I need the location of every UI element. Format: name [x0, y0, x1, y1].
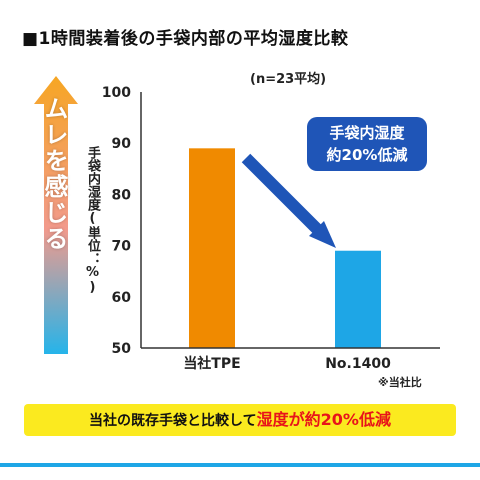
humidity-arrow-icon	[34, 76, 78, 354]
category-label: No.1400	[325, 356, 391, 372]
y-tick-label: 50	[112, 341, 132, 357]
reduction-callout: 手袋内湿度 約20%低減	[307, 117, 427, 171]
reduction-arrow-icon	[241, 153, 336, 248]
banner-text: 当社の既存手袋と比較して	[89, 413, 257, 429]
banner-highlight: 湿度が約20%低減	[256, 410, 391, 429]
bar-tpe	[189, 148, 235, 348]
bar-no1400	[335, 250, 381, 348]
y-tick-label: 60	[112, 290, 132, 306]
bottom-accent-bar	[0, 463, 480, 467]
callout-line2: 約20%低減	[326, 146, 408, 164]
footnote: ※当社比	[378, 376, 422, 389]
chart-title: ■1時間装着後の手袋内部の平均湿度比較	[22, 29, 349, 49]
sample-note: (n=23平均)	[250, 72, 327, 87]
y-tick-label: 90	[112, 136, 132, 152]
side-arrow-text: ムレを感じる	[40, 96, 68, 252]
summary-banner: 当社の既存手袋と比較して湿度が約20%低減	[24, 404, 456, 436]
category-label: 当社TPE	[183, 355, 240, 372]
y-tick-label: 70	[112, 239, 132, 255]
y-tick-label: 100	[102, 85, 131, 101]
y-tick-label: 80	[112, 187, 132, 203]
y-axis-label: 手袋内湿度(単位：%)	[85, 146, 100, 295]
callout-line1: 手袋内湿度	[329, 124, 405, 142]
